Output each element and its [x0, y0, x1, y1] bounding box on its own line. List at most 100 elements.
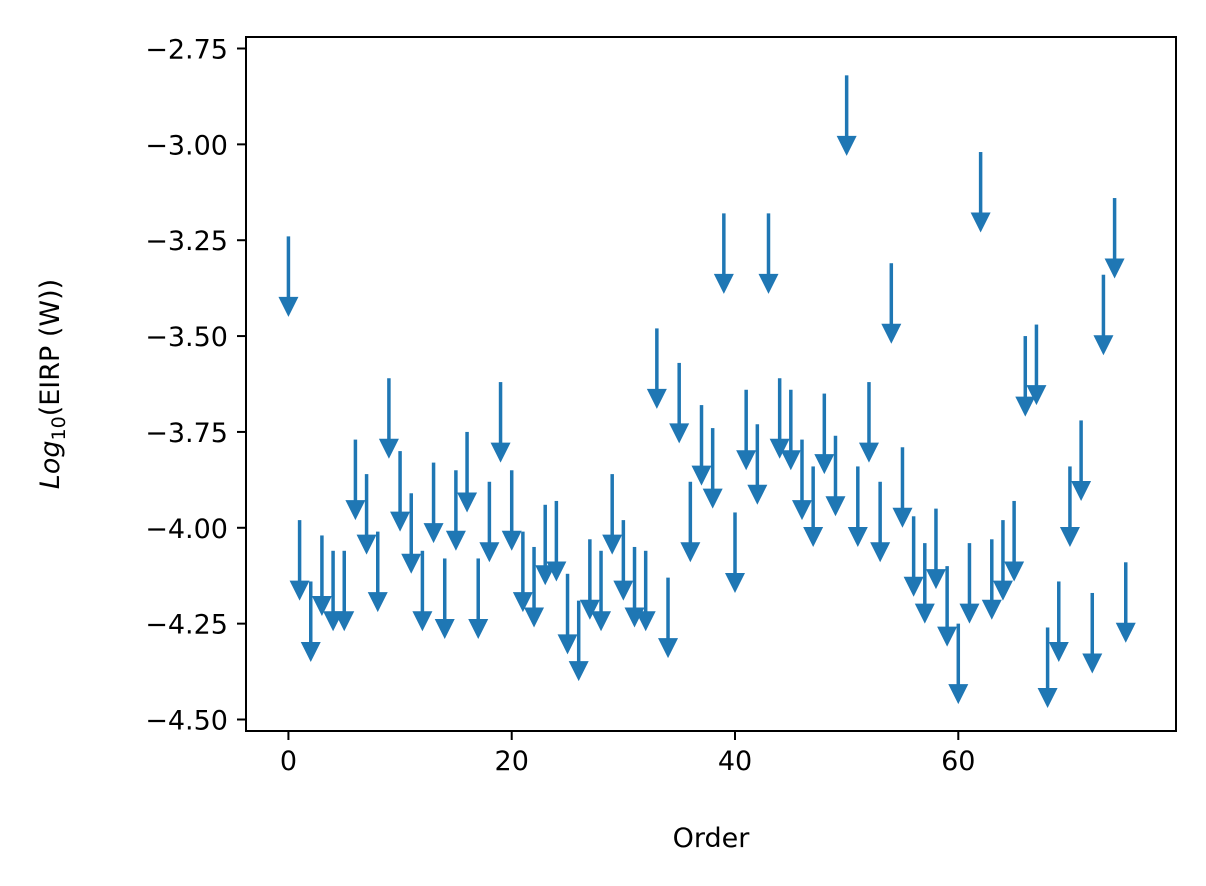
arrow-head: [1115, 622, 1136, 643]
data-point: [713, 213, 734, 294]
data-point: [725, 512, 746, 593]
data-point: [278, 236, 299, 317]
data-point: [892, 447, 913, 528]
axes-frame: [245, 36, 1177, 732]
arrow-head: [278, 296, 299, 317]
arrow-head: [1071, 480, 1092, 501]
arrow-head: [747, 484, 768, 505]
arrow-head: [713, 273, 734, 294]
arrow-head: [1015, 396, 1036, 417]
data-point: [468, 558, 489, 639]
y-tick-label: −2.75: [145, 35, 228, 66]
data-point: [1082, 592, 1103, 674]
data-point: [501, 470, 522, 551]
arrow-head: [1104, 258, 1125, 279]
data-point: [758, 213, 779, 294]
data-point: [524, 546, 545, 628]
data-point: [914, 543, 935, 624]
data-point: [925, 508, 946, 590]
arrow-head: [892, 507, 913, 528]
arrow-head: [1004, 561, 1025, 582]
data-point: [613, 520, 634, 601]
arrow-head: [758, 273, 779, 294]
data-point: [345, 439, 366, 521]
data-point: [937, 566, 958, 647]
data-point: [1048, 581, 1069, 662]
data-point: [557, 573, 578, 655]
data-point: [378, 378, 399, 459]
data-point: [591, 550, 612, 632]
data-point: [512, 531, 533, 613]
data-point: [1071, 420, 1092, 501]
data-point: [412, 550, 433, 632]
arrow-head: [334, 611, 355, 632]
arrow-head: [646, 388, 667, 409]
arrow-head: [970, 212, 991, 233]
data-point: [635, 550, 656, 632]
arrow-head: [803, 526, 824, 547]
data-point: [1026, 324, 1047, 406]
y-tick-label: −4.25: [145, 610, 228, 641]
arrow-head: [535, 565, 556, 586]
data-point: [434, 558, 455, 639]
data-point: [367, 531, 388, 613]
x-axis-label: Order: [673, 823, 751, 854]
arrow-head: [702, 488, 723, 509]
x-tick-label: 60: [941, 746, 975, 777]
data-point: [847, 466, 868, 547]
arrow-head: [345, 500, 366, 521]
arrow-head: [858, 442, 879, 463]
arrow-head: [434, 618, 455, 639]
arrow-head: [948, 684, 969, 705]
arrow-head: [1059, 526, 1080, 547]
x-tick-label: 0: [280, 746, 297, 777]
data-point: [1093, 274, 1114, 356]
arrow-head: [579, 599, 600, 620]
data-point: [747, 424, 768, 505]
arrow-head: [870, 542, 891, 563]
arrow-head: [479, 542, 500, 563]
data-point: [390, 451, 411, 532]
data-point: [669, 362, 690, 444]
arrow-head: [512, 592, 533, 613]
y-axis-label-prefix: Log: [35, 440, 66, 489]
arrow-head: [602, 534, 623, 555]
arrow-head: [881, 323, 902, 344]
data-point: [479, 481, 500, 563]
data-point: [803, 466, 824, 547]
arrow-head: [445, 530, 466, 551]
data-point: [568, 600, 589, 682]
arrow-head: [300, 641, 321, 662]
arrow-head: [367, 592, 388, 613]
arrow-head: [546, 561, 567, 582]
arrow-head: [490, 442, 511, 463]
data-point: [970, 152, 991, 233]
y-tick-label: −3.25: [145, 226, 228, 257]
arrow-head: [736, 450, 757, 471]
data-point: [546, 500, 567, 582]
arrow-head: [914, 603, 935, 624]
arrow-head: [937, 626, 958, 647]
y-axis-label: Log10(EIRP (W)): [35, 279, 70, 489]
data-point: [658, 577, 679, 659]
arrow-head: [378, 438, 399, 459]
arrow-head: [925, 569, 946, 590]
data-point: [1037, 627, 1058, 708]
data-point: [457, 431, 478, 513]
data-point: [691, 405, 712, 486]
data-point: [814, 393, 835, 475]
y-tick-label: −3.00: [145, 130, 228, 161]
y-axis-label-suffix: (EIRP (W)): [35, 279, 66, 416]
data-point: [490, 382, 511, 463]
data-point: [311, 535, 332, 616]
data-point: [736, 389, 757, 471]
plot-area: [246, 37, 1176, 731]
arrow-head: [412, 611, 433, 632]
arrow-head: [1082, 653, 1103, 674]
arrow-head: [635, 611, 656, 632]
arrow-head: [524, 607, 545, 628]
data-point: [836, 75, 857, 156]
arrow-head: [981, 599, 1002, 620]
arrow-head: [903, 576, 924, 597]
arrow-head: [959, 603, 980, 624]
